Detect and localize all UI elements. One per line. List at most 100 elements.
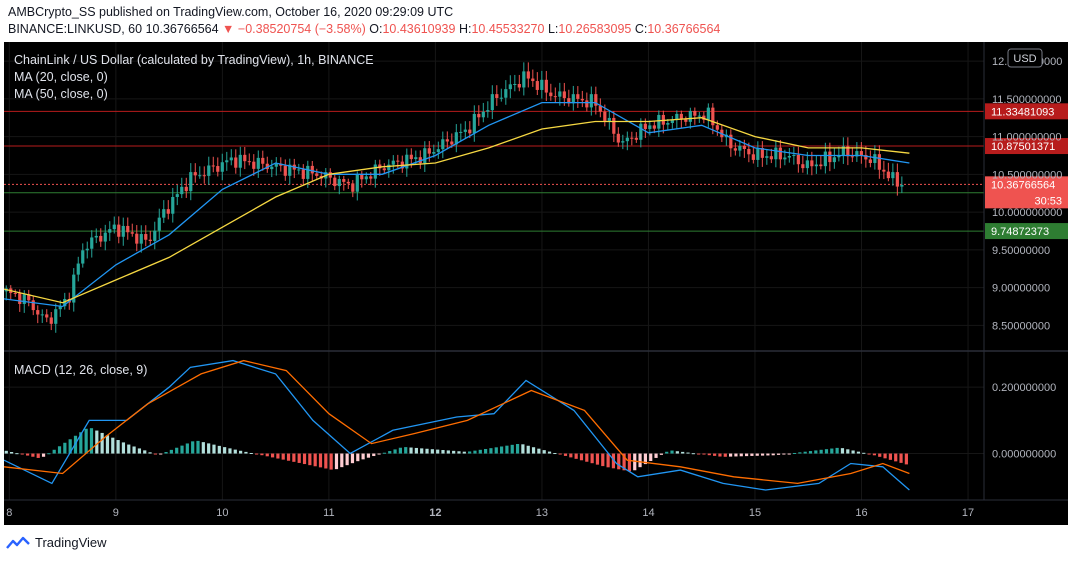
candle-body <box>310 165 314 174</box>
candle <box>85 241 89 259</box>
candle <box>346 178 350 190</box>
candle-body <box>391 160 395 165</box>
candle-body <box>301 169 305 179</box>
ma50-line <box>3 117 910 304</box>
candle-body <box>459 131 463 133</box>
close-value: 10.36766564 <box>647 22 721 36</box>
candle-body <box>477 113 481 118</box>
histogram-bar <box>446 450 450 454</box>
histogram-bar <box>563 453 568 456</box>
candle <box>792 146 796 165</box>
candle-body <box>360 174 364 180</box>
candle <box>256 150 260 178</box>
candle-body <box>814 164 818 167</box>
histogram-bar <box>425 448 429 454</box>
candle <box>765 149 769 165</box>
candle <box>360 171 364 188</box>
histogram-bar <box>25 453 30 456</box>
candle <box>544 70 548 101</box>
candle-body <box>85 248 89 251</box>
candle <box>283 159 287 181</box>
histogram-bar <box>143 450 147 454</box>
resistance-label: 10.87501371 <box>991 141 1055 153</box>
candle <box>198 166 202 179</box>
histogram-bar <box>814 450 818 454</box>
support-label: 9.74872373 <box>991 226 1049 238</box>
candle <box>639 118 643 148</box>
histogram-bar <box>366 453 371 458</box>
histogram-bar <box>542 450 546 454</box>
candle <box>94 228 98 244</box>
candle <box>189 163 193 201</box>
candle-body <box>103 232 107 242</box>
candle-body <box>535 81 539 90</box>
histogram-bar <box>9 452 14 454</box>
candle <box>297 163 301 175</box>
candle-body <box>432 152 436 154</box>
candle-body <box>855 151 859 157</box>
last-value: 10.36766564 <box>145 22 219 36</box>
candle <box>540 70 544 99</box>
ma50-legend: MA (50, close, 0) <box>14 87 108 101</box>
histogram-bar <box>808 451 813 454</box>
currency-button[interactable]: USD <box>1007 48 1043 68</box>
candle-body <box>684 119 688 122</box>
y-tick-label: 9.00000000 <box>992 283 1050 295</box>
candle-body <box>162 209 166 218</box>
histogram-bar <box>436 449 440 454</box>
candle <box>504 80 508 105</box>
candle <box>130 223 134 237</box>
histogram-bar <box>286 453 291 461</box>
candle-body <box>634 137 638 140</box>
histogram-bar <box>553 453 557 455</box>
histogram-bar <box>574 453 578 459</box>
histogram-bar <box>63 442 67 454</box>
x-tick-label: 10 <box>216 507 228 519</box>
y-tick-label: 11.500000000 <box>992 94 1062 106</box>
candle-body <box>495 94 499 98</box>
histogram-bar <box>89 428 94 454</box>
footer-brand[interactable]: TradingView <box>6 535 107 550</box>
candle-body <box>567 98 571 104</box>
candle-body <box>576 94 580 99</box>
histogram-bar <box>153 453 157 455</box>
candle-body <box>769 156 773 160</box>
histogram-bar <box>20 453 24 455</box>
candle <box>495 85 499 106</box>
candle-body <box>207 165 211 176</box>
histogram-bar <box>249 452 253 454</box>
histogram-bar <box>547 451 552 454</box>
histogram-bar <box>116 440 120 454</box>
candle-body <box>99 235 103 242</box>
candle <box>418 150 422 169</box>
histogram-bar <box>521 444 525 454</box>
histogram-bar <box>239 450 243 454</box>
candle <box>126 217 130 240</box>
candle-body <box>864 154 868 160</box>
candle-body <box>315 173 319 176</box>
candle-body <box>643 123 647 129</box>
candle-body <box>297 169 301 171</box>
candle-body <box>355 174 359 192</box>
chart-title: ChainLink / US Dollar (calculated by Tra… <box>14 53 374 67</box>
candle <box>292 158 296 179</box>
candle <box>468 121 472 139</box>
last-price-label-box <box>985 176 1068 209</box>
histogram-bar <box>590 453 594 464</box>
histogram-bar <box>308 453 312 466</box>
candle-body <box>117 224 121 237</box>
chart-svg[interactable]: 11.3348109310.8750137110.256988859.74872… <box>3 42 1068 525</box>
candle-body <box>607 117 611 121</box>
grid <box>4 42 984 500</box>
histogram-bar <box>260 453 264 456</box>
candle-body <box>630 137 634 139</box>
candle-body <box>598 105 602 112</box>
chart-area[interactable]: 11.3348109310.8750137110.256988859.74872… <box>3 42 1068 525</box>
candle-body <box>90 237 94 249</box>
histogram-bar <box>489 448 493 454</box>
candle-body <box>841 146 845 156</box>
candle <box>891 163 895 186</box>
candle-body <box>468 129 472 134</box>
macd-histogram <box>4 428 908 472</box>
macd-legend: MACD (12, 26, close, 9) <box>14 363 147 377</box>
